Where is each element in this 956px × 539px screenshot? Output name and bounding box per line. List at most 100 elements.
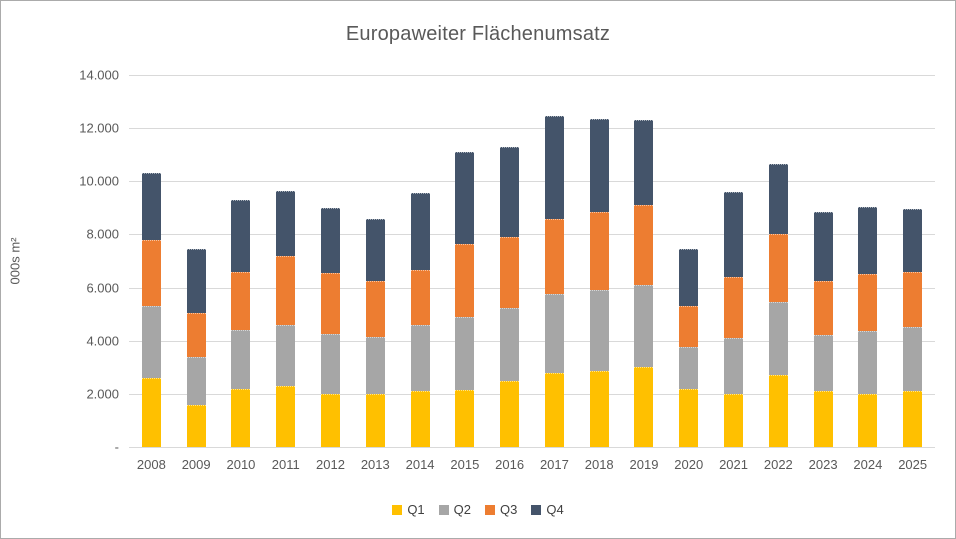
legend-item-q1: Q1 [392, 502, 425, 517]
bar-column-2009 [174, 75, 219, 447]
bar-segment-2020-q3 [679, 306, 699, 348]
bar-segment-2021-q2 [724, 338, 744, 394]
legend-swatch-q3 [485, 504, 495, 515]
bar-2015 [455, 152, 475, 447]
y-tick-label-14000: 14.000 [79, 67, 119, 83]
legend-swatch-q1 [392, 504, 403, 515]
bar-column-2013 [353, 75, 398, 447]
bar-segment-2013-q1 [365, 393, 385, 447]
bar-segment-2015-q3 [455, 243, 475, 317]
bar-2023 [813, 211, 833, 447]
x-tick-label-2017: 2017 [539, 457, 569, 472]
bar-segment-2018-q2 [589, 290, 609, 372]
y-tick-label-10000: 10.000 [79, 173, 119, 189]
gridline-12000 [129, 128, 935, 130]
bar-segment-2020-q4 [679, 249, 699, 307]
gridline-0 [129, 447, 935, 448]
x-tick-label-2024: 2024 [853, 457, 883, 472]
bar-column-2024 [846, 75, 891, 447]
bar-segment-2016-q2 [500, 307, 520, 381]
bar-segment-2025-q3 [903, 271, 923, 328]
bar-segment-2008-q1 [141, 377, 161, 447]
bar-segment-2024-q2 [858, 331, 878, 394]
x-tick-label-2019: 2019 [629, 457, 659, 472]
bar-segment-2022-q1 [768, 375, 788, 447]
bar-segment-2011-q3 [276, 255, 296, 325]
bar-segment-2019-q4 [634, 120, 654, 206]
bar-segment-2013-q3 [365, 280, 385, 337]
gridline-14000 [129, 75, 935, 76]
bar-2017 [544, 116, 564, 447]
bar-column-2012 [308, 75, 353, 447]
bar-column-2010 [219, 75, 264, 447]
bar-segment-2008-q4 [141, 173, 161, 240]
legend-label-q2: Q2 [453, 502, 471, 517]
x-tick-label-2020: 2020 [674, 457, 704, 472]
gridline-4000 [129, 340, 935, 342]
y-tick-label-0: - [114, 439, 119, 455]
plot-area [129, 75, 935, 448]
bar-2018 [589, 118, 609, 447]
bar-column-2019 [622, 75, 667, 447]
x-tick-label-2008: 2008 [136, 457, 166, 472]
bar-segment-2014-q3 [410, 270, 430, 325]
bar-segment-2014-q2 [410, 324, 430, 392]
bar-segment-2025-q2 [903, 327, 923, 392]
bar-segment-2023-q4 [813, 211, 833, 281]
bar-2021 [724, 191, 744, 447]
bar-segment-2014-q1 [410, 391, 430, 447]
bar-segment-2017-q3 [544, 218, 564, 295]
bar-segment-2025-q4 [903, 209, 923, 272]
bar-segment-2018-q3 [589, 211, 609, 291]
bar-segment-2023-q3 [813, 280, 833, 336]
bar-segment-2018-q1 [589, 371, 609, 447]
x-tick-label-2015: 2015 [450, 457, 480, 472]
legend-swatch-q4 [531, 504, 542, 515]
bar-column-2014 [398, 75, 443, 447]
bar-segment-2015-q2 [455, 316, 475, 390]
y-tick-label-12000: 12.000 [79, 120, 119, 136]
bar-segment-2022-q3 [768, 234, 788, 303]
legend-swatch-q2 [438, 504, 449, 515]
x-tick-label-2009: 2009 [181, 457, 211, 472]
bar-segment-2018-q4 [589, 118, 609, 212]
bar-segment-2012-q2 [321, 334, 341, 394]
bar-2008 [141, 173, 161, 447]
bar-2019 [634, 120, 654, 447]
bar-segment-2012-q4 [321, 207, 341, 273]
bar-segment-2016-q3 [500, 237, 520, 308]
legend-item-q4: Q4 [531, 502, 564, 517]
x-tick-label-2018: 2018 [584, 457, 614, 472]
bar-segment-2010-q2 [231, 330, 251, 389]
gridline-10000 [129, 181, 935, 183]
bar-segment-2010-q3 [231, 271, 251, 331]
bar-segment-2013-q4 [365, 218, 385, 281]
bar-2013 [365, 218, 385, 447]
legend-item-q3: Q3 [485, 502, 517, 517]
bar-segment-2024-q4 [858, 206, 878, 275]
bar-column-2021 [711, 75, 756, 447]
gridline-8000 [129, 234, 935, 236]
chart-title: Europaweiter Flächenumsatz [345, 23, 611, 45]
bar-segment-2010-q1 [231, 388, 251, 447]
y-tick-label-2000: 2.000 [86, 386, 119, 402]
bar-column-2008 [129, 75, 174, 447]
bar-column-2018 [577, 75, 622, 447]
y-tick-label-8000: 8.000 [86, 226, 119, 242]
bar-segment-2009-q4 [186, 249, 206, 313]
bar-2025 [903, 209, 923, 447]
bar-segment-2009-q1 [186, 404, 206, 447]
x-tick-label-2012: 2012 [316, 457, 345, 472]
bar-column-2025 [890, 75, 935, 447]
bar-column-2020 [666, 75, 711, 447]
bar-column-2022 [756, 75, 801, 447]
legend: Q1 Q2 Q3 Q4 [1, 502, 955, 517]
bar-segment-2017-q4 [544, 116, 564, 219]
bar-segment-2023-q1 [813, 391, 833, 447]
y-tick-label-6000: 6.000 [86, 280, 119, 296]
bar-segment-2024-q1 [858, 393, 878, 447]
bar-segment-2014-q4 [410, 193, 430, 271]
bar-segment-2011-q2 [276, 324, 296, 386]
bar-segment-2021-q3 [724, 276, 744, 339]
